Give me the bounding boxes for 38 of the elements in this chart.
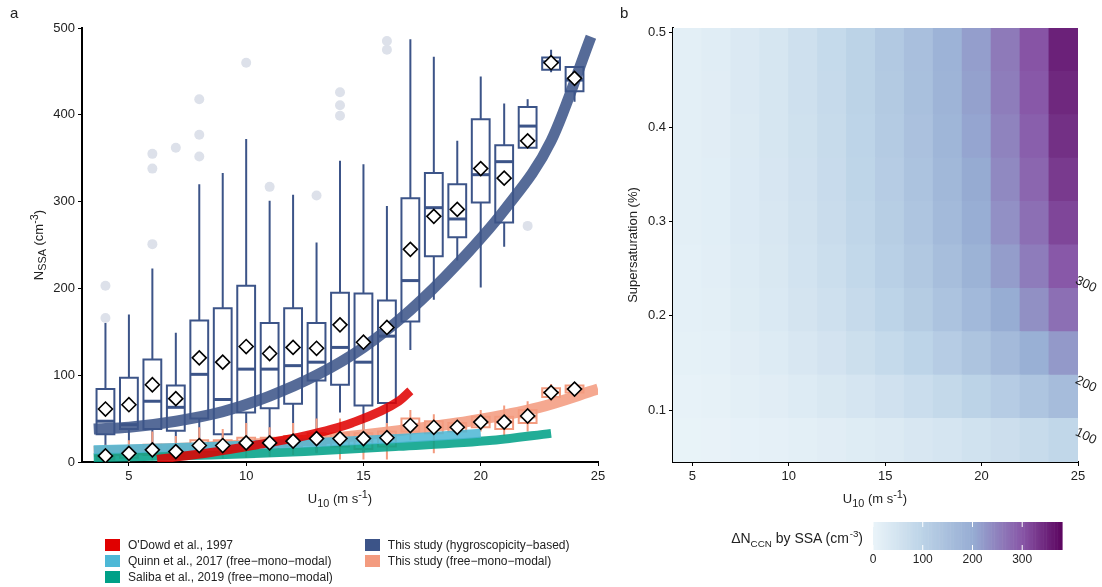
chart-title: a (10, 4, 19, 21)
x-tick-label: 15 (356, 468, 371, 484)
x-axis-title: U$_{10}$ (m s$^{-1}$) (842, 488, 908, 509)
y-tick-label: 100 (53, 366, 75, 382)
color-bar-label: 0 (869, 552, 877, 567)
y-tick-label: 200 (53, 279, 75, 295)
legend-label: Saliba et al., 2019 (free−mono−modal) (128, 570, 333, 584)
y-tick-label: 0.3 (647, 212, 666, 228)
color-bar-label: 100 (912, 552, 934, 567)
x-tick-label: 20 (473, 468, 488, 484)
legend-label: Quinn et al., 2017 (free−mono−modal) (128, 554, 332, 568)
legend-label: This study (hygroscopicity−based) (387, 538, 570, 552)
y-tick-label: 0.2 (647, 307, 666, 323)
annotation: 100 (1073, 424, 1100, 447)
x-tick-label: 20 (974, 468, 989, 484)
y-axis-title: Supersaturation (%) (624, 187, 640, 303)
color-bar-label: 200 (962, 552, 983, 567)
annotation: 200 (1073, 371, 1100, 395)
y-tick-label: 0.4 (647, 118, 666, 134)
chart-title: b (620, 4, 629, 21)
x-tick-label: 10 (238, 468, 254, 484)
y-tick-label: 500 (53, 19, 75, 35)
y-tick-label: 0.5 (647, 24, 666, 40)
x-tick-label: 25 (590, 468, 606, 484)
color-bar-label: 300 (1012, 552, 1033, 567)
x-tick-label: 10 (781, 468, 796, 484)
annotation: 300 (1073, 272, 1100, 296)
y-tick-label: 0 (67, 453, 75, 469)
x-axis-title: U$_{10}$ (m s$^{-1}$) (307, 488, 373, 509)
y-tick-label: 300 (53, 193, 75, 209)
y-tick-label: 400 (53, 106, 75, 122)
y-tick-label: 0.1 (647, 401, 666, 417)
legend-label: O'Dowd et al., 1997 (128, 538, 234, 552)
x-tick-label: 5 (125, 468, 133, 484)
x-tick-label: 25 (1070, 468, 1086, 484)
legend-label: This study (free−mono−modal) (387, 554, 552, 568)
x-tick-label: 15 (877, 468, 893, 484)
x-tick-label: 5 (688, 468, 696, 484)
